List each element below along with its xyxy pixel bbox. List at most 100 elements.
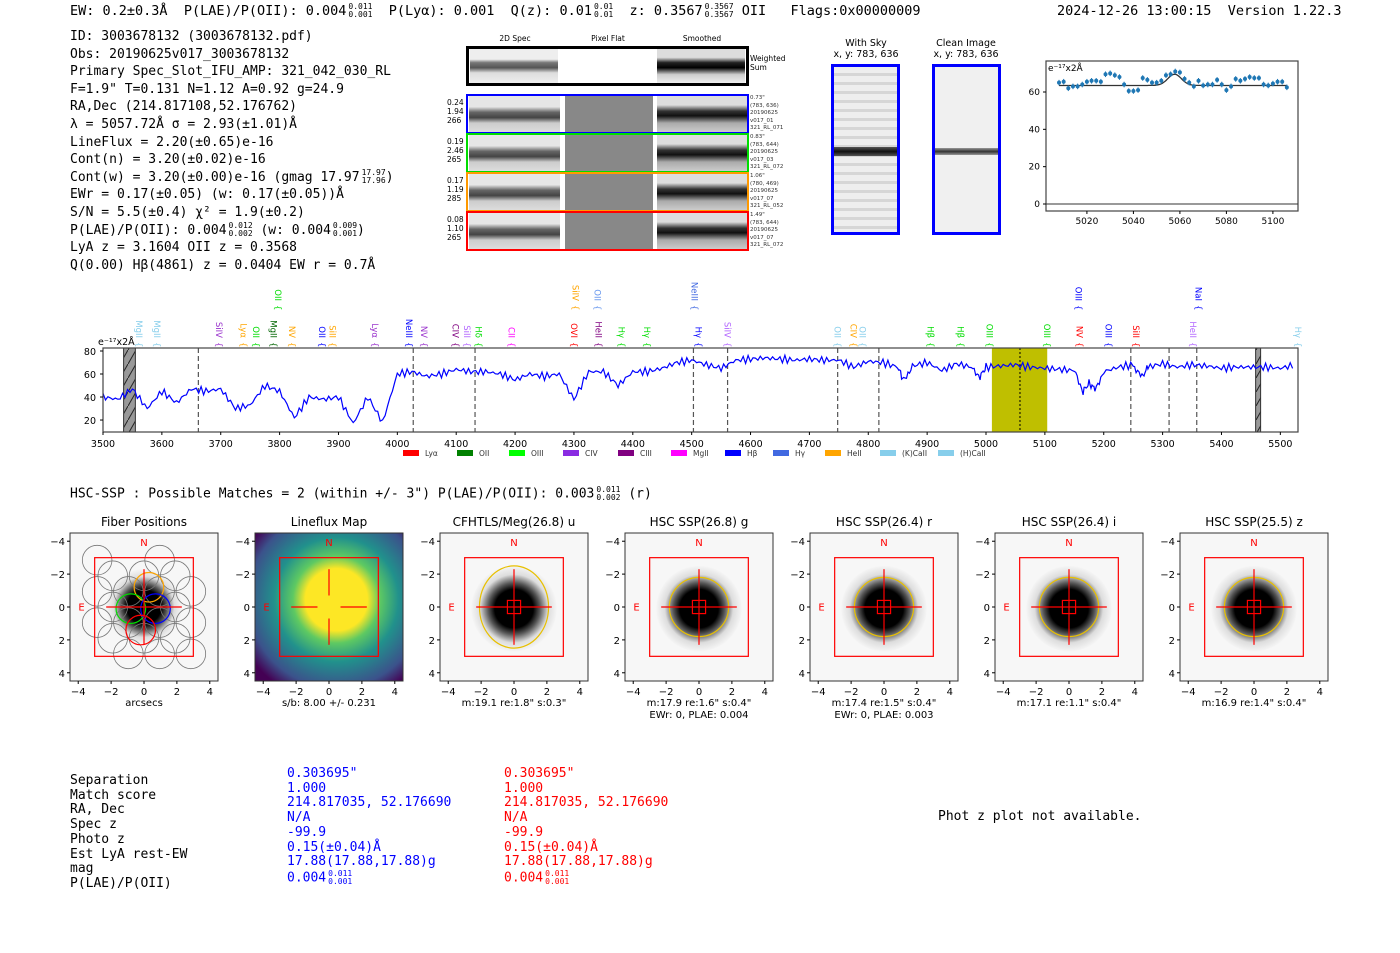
- match-field-value: 17.88(17.88,17.88)g: [287, 854, 436, 870]
- info-radec: RA,Dec (214.817108,52.176762): [70, 99, 297, 115]
- data-point: [1075, 84, 1080, 89]
- match-field-value: 0.15(±0.04)Å: [504, 839, 598, 855]
- emission-line-label: SiIV {: [570, 285, 580, 311]
- detection-info: ID: 3003678132 (3003678132.pdf) Obs: 201…: [70, 28, 394, 274]
- with-sky-image: [831, 64, 900, 235]
- search-box: [1019, 557, 1119, 657]
- legend-label: HeII: [847, 449, 862, 458]
- data-point: [1242, 76, 1247, 81]
- fiber-pixel-flat: [565, 96, 653, 132]
- match-field-value: 1.000: [504, 780, 544, 796]
- timestamp: 2024-12-26 13:00:15: [1057, 3, 1212, 19]
- emission-line-bracket: {: [593, 342, 603, 347]
- emission-line-bracket: {: [641, 342, 651, 347]
- cutout-title: HSC SSP(25.5) z: [1205, 515, 1303, 529]
- emission-line-bracket: {: [327, 342, 337, 347]
- legend-swatch: [509, 450, 525, 456]
- emission-line-bracket: {: [570, 305, 580, 310]
- imaging-cutouts: N E −4 4 −2 2 0 0 2 −2 4 −4 Fiber Positions arcsecs N E…: [50, 515, 1329, 721]
- x-tick-label: 4000: [385, 439, 409, 450]
- header-timestamp-version: 2024-12-26 13:00:15 Version 1.22.3: [1057, 3, 1342, 19]
- y-tick-label: −2: [790, 570, 805, 581]
- hsc-summary: HSC-SSP : Possible Matches = 2 (within +…: [70, 486, 652, 502]
- data-point: [1154, 80, 1159, 85]
- cutout-caption: EWr: 0, PLAE: 0.004: [649, 710, 748, 721]
- x-tick-label: −2: [659, 687, 674, 698]
- plae-hi: 0.011: [348, 2, 373, 11]
- emission-line-bracket: {: [591, 305, 601, 310]
- y-tick-label: 4: [59, 669, 65, 680]
- fiber-circle: [144, 638, 175, 670]
- x-tick-label: 4: [762, 687, 768, 698]
- data-point: [1219, 82, 1224, 87]
- fiber-smoothed: [657, 135, 747, 171]
- x-tick-label: −4: [1181, 687, 1196, 698]
- x-tick-label: 0: [326, 687, 332, 698]
- fiber-row-info: 1.06" (780, 469) 20190625 v017_07 321_RL…: [750, 173, 784, 210]
- emission-line-bracket: {: [461, 342, 471, 347]
- x-tick-label: −2: [1214, 687, 1229, 698]
- y-tick-label: 2: [429, 636, 435, 647]
- x-tick-label: −4: [996, 687, 1011, 698]
- y-tick-label: 60: [1029, 88, 1041, 98]
- match-field-label: Match score: [70, 787, 157, 803]
- emission-line-bracket: {: [955, 342, 965, 347]
- z-line: OII: [741, 3, 767, 19]
- data-point: [1112, 73, 1117, 78]
- legend-label: CIV: [585, 449, 598, 458]
- emission-line-name: HeII: [593, 321, 603, 338]
- emission-line-name: NV: [418, 326, 428, 338]
- emission-line-name: MgII: [133, 320, 143, 338]
- emission-line-bracket: {: [286, 342, 296, 347]
- east-label: E: [263, 602, 269, 613]
- emission-line-name: Lyα: [238, 323, 248, 338]
- data-point: [1163, 73, 1168, 78]
- data-point: [1275, 79, 1280, 84]
- emission-line-label: MgII {: [133, 320, 143, 347]
- y-tick-label: 4: [429, 669, 435, 680]
- emission-line-name: Hδ: [473, 326, 483, 338]
- emission-line-bracket: {: [316, 342, 326, 347]
- match-labels: Separation Match score RA, Dec Spec z Photo …: [70, 773, 187, 892]
- version: Version 1.22.3: [1227, 3, 1342, 19]
- data-point: [1070, 84, 1075, 89]
- info-cont-w: Cont(w) = 3.20(±0.00)e-16 (gmag 17.97 17.…: [70, 169, 394, 187]
- emission-line-name: SiIV: [722, 322, 732, 338]
- spectrum-axes-frame: [102, 347, 1299, 433]
- emission-line-name: SiII: [461, 325, 471, 338]
- x-tick-label: 4600: [738, 439, 762, 450]
- x-tick-label: 2: [174, 687, 180, 698]
- info-primary: Primary Spec_Slot_IFU_AMP: 321_042_030_R…: [70, 64, 391, 80]
- x-tick-label: 5020: [1075, 217, 1098, 227]
- emission-line-name: NeIII: [689, 282, 699, 301]
- with-sky-label: With Sky: [845, 38, 887, 49]
- cutout-caption: m:19.1 re:1.8" s:0.3": [462, 698, 567, 709]
- data-point: [1233, 76, 1238, 81]
- emission-line-label: Hδ {: [473, 326, 483, 347]
- x-tick-label: 0: [1066, 687, 1072, 698]
- data-point: [1126, 89, 1131, 94]
- match-field-label: Separation: [70, 773, 149, 788]
- match-plae-range: 0.011 0.001: [328, 869, 352, 886]
- east-label: E: [633, 602, 639, 613]
- info-lineflux: LineFlux = 2.20(±0.65)e-16: [70, 134, 274, 150]
- emission-line-name: SiII: [327, 325, 337, 338]
- info-plae: P(LAE)/P(OII): 0.004 0.012 0.002 (w: 0.004…: [70, 222, 394, 240]
- emission-line-bracket: {: [1292, 342, 1302, 347]
- y-tick-label: 0: [1169, 603, 1175, 614]
- cutout-caption: m:16.9 re:1.4" s:0.4": [1202, 698, 1307, 709]
- y-tick-label: −2: [975, 570, 990, 581]
- emission-line-label: OIII {: [1072, 287, 1082, 311]
- emission-line-name: OIII: [1041, 324, 1051, 338]
- cutout-caption: m:17.4 re:1.5" s:0.4": [832, 698, 937, 709]
- x-tick-label: 3600: [150, 439, 174, 450]
- emission-line-name: Hβ: [955, 326, 965, 338]
- emission-line-bracket: {: [984, 342, 994, 347]
- full-spectrum-plot: 3500 3600 3700 3800 3900 4000 4100 4200 4300 4400…: [84, 282, 1302, 458]
- legend-swatch: [671, 450, 687, 456]
- flags-value: Flags:0x00000009: [790, 3, 921, 19]
- emission-line-bracket: {: [403, 342, 413, 347]
- emission-line-label: HeII {: [593, 321, 603, 347]
- y-tick-label: 20: [84, 416, 96, 427]
- y-tick-label: −4: [975, 537, 990, 548]
